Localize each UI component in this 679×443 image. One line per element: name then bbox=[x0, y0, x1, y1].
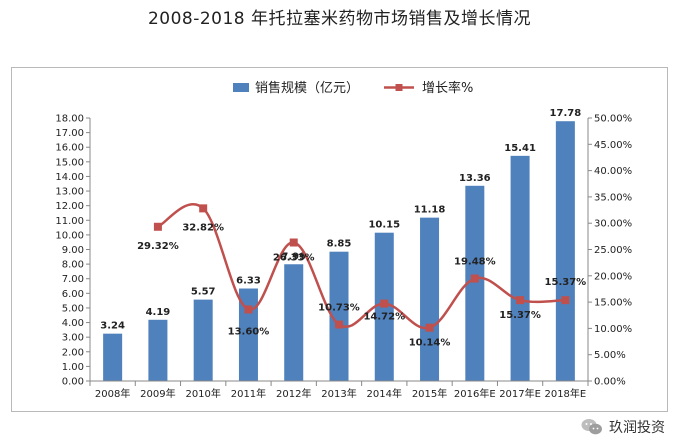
rate-value-label: 10.14% bbox=[409, 338, 451, 349]
bar-value-label: 4.19 bbox=[146, 307, 171, 318]
line-point bbox=[470, 274, 479, 283]
bar-series: 3.24 4.19 5.57 6.33 7.99 8.85 10.15 11.18 13.36 1… bbox=[100, 108, 581, 381]
right-tick-label: 45.00% bbox=[594, 140, 632, 151]
rate-value-label: 15.37% bbox=[545, 277, 587, 288]
watermark: 玖润投资 bbox=[581, 417, 665, 437]
wechat-icon bbox=[581, 418, 603, 436]
left-tick-label: 10.00 bbox=[55, 230, 84, 241]
left-tick-label: 12.00 bbox=[55, 201, 84, 212]
legend-line-label: 增长率% bbox=[422, 80, 473, 96]
rate-value-label: 15.37% bbox=[499, 310, 541, 321]
bar-value-label: 3.24 bbox=[100, 321, 125, 332]
line-point bbox=[516, 296, 525, 305]
right-tick-label: 5.00% bbox=[594, 350, 626, 361]
line-point bbox=[561, 296, 570, 305]
x-tick-label: 2010年 bbox=[185, 387, 220, 400]
legend-line-marker bbox=[395, 84, 403, 91]
left-tick-label: 17.00 bbox=[55, 128, 84, 139]
line-point bbox=[244, 305, 253, 314]
line-point bbox=[335, 320, 343, 329]
bar-value-label: 17.78 bbox=[550, 108, 582, 119]
bar bbox=[148, 319, 168, 381]
right-axis: 0.00% 5.00% 10.00% 15.00% 20.00% 25.00% 30.00%… bbox=[587, 114, 632, 388]
line-point bbox=[153, 222, 162, 231]
bar-value-label: 7.99 bbox=[281, 251, 306, 262]
x-tick-label: 2015年 bbox=[412, 387, 447, 400]
line-point bbox=[425, 323, 434, 332]
left-tick-label: 11.00 bbox=[55, 216, 84, 227]
rate-value-label: 26.33% bbox=[273, 253, 315, 264]
left-tick-label: 9.00 bbox=[62, 245, 84, 256]
rate-value-label: 14.72% bbox=[363, 312, 405, 323]
rate-value-label: 10.73% bbox=[318, 303, 360, 314]
bar bbox=[555, 121, 575, 381]
chart-frame: 销售规模（亿元） 增长率% 0.00 1.00 2.00 3.00 4.00 5.00 6.… bbox=[11, 67, 668, 412]
x-tick-label: 2014年 bbox=[367, 387, 402, 400]
bar-value-label: 10.15 bbox=[368, 220, 400, 231]
left-tick-label: 13.00 bbox=[55, 187, 84, 198]
x-tick-label: 2008年 bbox=[95, 387, 130, 400]
left-tick-label: 1.00 bbox=[62, 362, 84, 373]
bar bbox=[465, 185, 485, 381]
rate-value-label: 32.82% bbox=[182, 222, 224, 233]
right-tick-label: 15.00% bbox=[594, 298, 632, 309]
left-tick-label: 7.00 bbox=[62, 274, 84, 285]
legend-bar-swatch bbox=[233, 83, 249, 92]
bar-value-label: 5.57 bbox=[191, 287, 216, 298]
bar bbox=[510, 155, 530, 381]
left-tick-label: 18.00 bbox=[55, 114, 84, 125]
right-tick-label: 30.00% bbox=[594, 219, 632, 230]
line-point bbox=[199, 204, 208, 213]
left-axis: 0.00 1.00 2.00 3.00 4.00 5.00 6.00 7.00 8.00 9.00… bbox=[55, 114, 91, 388]
left-tick-label: 16.00 bbox=[55, 143, 84, 154]
right-tick-label: 20.00% bbox=[594, 271, 632, 282]
x-tick-label: 2009年 bbox=[140, 387, 175, 400]
bar-value-label: 6.33 bbox=[236, 276, 261, 287]
left-tick-label: 0.00 bbox=[62, 377, 84, 388]
left-tick-label: 4.00 bbox=[62, 318, 84, 329]
bar-value-label: 13.36 bbox=[459, 173, 491, 184]
line-point bbox=[380, 299, 389, 308]
watermark-text: 玖润投资 bbox=[609, 420, 665, 436]
x-tick-label: 2013年 bbox=[321, 387, 356, 400]
x-axis: 2008年 2009年 2010年 2011年 2012年 2013年 2014年 2015年… bbox=[89, 380, 589, 400]
rate-value-label: 29.32% bbox=[137, 241, 179, 252]
legend: 销售规模（亿元） 增长率% bbox=[233, 80, 473, 96]
bar-value-label: 8.85 bbox=[327, 239, 352, 250]
x-tick-label: 2016年E bbox=[454, 387, 496, 400]
chart-title: 2008-2018 年托拉塞米药物市场销售及增长情况 bbox=[147, 9, 532, 29]
line-point bbox=[289, 238, 298, 247]
bar-value-label: 11.18 bbox=[414, 205, 446, 216]
left-tick-label: 6.00 bbox=[62, 289, 84, 300]
combo-chart: 销售规模（亿元） 增长率% 0.00 1.00 2.00 3.00 4.00 5.00 6.… bbox=[55, 80, 632, 400]
bar bbox=[238, 288, 258, 381]
bar bbox=[329, 251, 349, 381]
right-tick-label: 40.00% bbox=[594, 166, 632, 177]
bar-value-label: 15.41 bbox=[504, 143, 536, 154]
left-tick-label: 2.00 bbox=[62, 347, 84, 358]
bar bbox=[103, 333, 123, 381]
rate-value-label: 13.60% bbox=[228, 326, 270, 337]
left-tick-label: 15.00 bbox=[55, 157, 84, 168]
left-tick-label: 14.00 bbox=[55, 172, 84, 183]
x-tick-label: 2012年 bbox=[276, 387, 311, 400]
bar bbox=[193, 299, 213, 381]
right-tick-label: 50.00% bbox=[594, 114, 632, 125]
right-tick-label: 35.00% bbox=[594, 192, 632, 203]
line-series: 29.32%32.82% 13.60% 26.33% 10.73%14.72% 10.1… bbox=[137, 203, 587, 349]
left-tick-label: 5.00 bbox=[62, 303, 84, 314]
left-tick-label: 8.00 bbox=[62, 260, 84, 271]
x-tick-label: 2018年E bbox=[544, 387, 586, 400]
legend-bar-label: 销售规模（亿元） bbox=[255, 80, 359, 96]
left-tick-label: 3.00 bbox=[62, 333, 84, 344]
right-tick-label: 25.00% bbox=[594, 245, 632, 256]
bar bbox=[284, 264, 304, 381]
bar bbox=[420, 217, 440, 381]
right-tick-label: 10.00% bbox=[594, 324, 632, 335]
x-tick-label: 2011年 bbox=[231, 387, 266, 400]
x-tick-label: 2017年E bbox=[499, 387, 541, 400]
rate-value-label: 19.48% bbox=[454, 257, 496, 268]
right-tick-label: 0.00% bbox=[594, 377, 626, 388]
